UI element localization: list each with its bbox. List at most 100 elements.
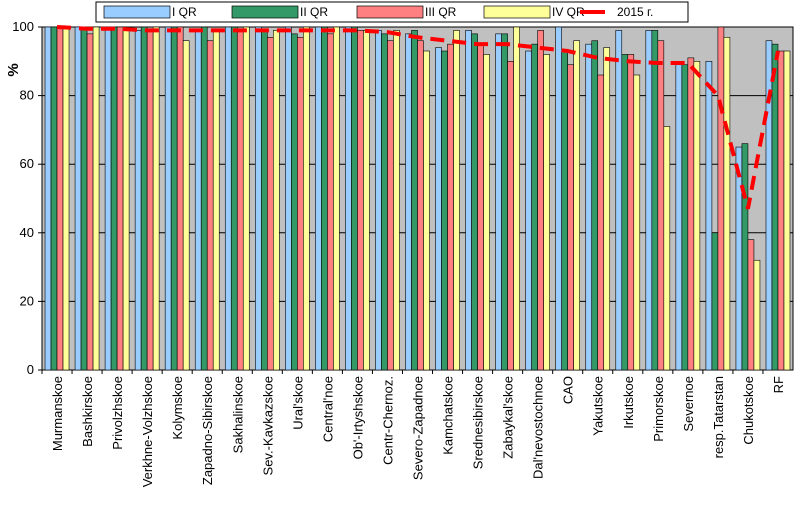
legend: I QR II QR III QR IV QR 2015 г. — [95, 1, 689, 23]
bar — [212, 30, 220, 371]
bar — [447, 43, 454, 371]
bar — [182, 40, 190, 371]
bar — [687, 57, 695, 371]
x-category-label: Murmanskoe — [50, 376, 65, 451]
bar — [387, 40, 394, 371]
x-category-label: Sakhalinskoe — [230, 376, 245, 453]
bar — [393, 30, 400, 371]
bar — [176, 26, 184, 371]
bar — [266, 36, 274, 371]
bar — [405, 33, 412, 371]
bar — [86, 33, 94, 371]
x-category-label: RF — [771, 376, 786, 393]
bar — [236, 30, 244, 371]
bar — [297, 36, 304, 371]
bar — [62, 26, 70, 371]
bar — [303, 26, 310, 371]
bar — [146, 30, 154, 371]
bar — [441, 50, 448, 371]
bar — [333, 26, 340, 371]
x-category-label: Central'noe — [320, 376, 335, 442]
bar — [783, 50, 791, 371]
bar — [74, 26, 82, 371]
x-category-label: Ob'-Irtyshskoe — [350, 376, 365, 459]
x-category-label: Primorskoe — [651, 376, 666, 442]
bar — [741, 143, 749, 371]
legend-swatch — [356, 5, 424, 19]
bar — [543, 54, 550, 371]
x-category-label: resp.Tatarstan — [711, 376, 726, 458]
bar — [80, 26, 88, 371]
bar — [501, 33, 508, 371]
y-tick-label: 20 — [20, 293, 34, 308]
x-category-label: Sev.-Kavkazskoe — [260, 376, 275, 475]
bar — [663, 126, 671, 371]
bar — [164, 26, 172, 371]
legend-swatch — [483, 5, 551, 19]
y-tick-label: 80 — [20, 88, 34, 103]
x-category-label: Privolzhskoe — [110, 376, 125, 450]
bar — [645, 30, 653, 371]
bar — [693, 60, 701, 371]
bar — [423, 50, 430, 371]
bar — [272, 30, 280, 371]
bar — [717, 26, 725, 371]
bar — [453, 30, 460, 371]
bar — [357, 30, 364, 371]
x-category-label: Dal'nevostochnoe — [531, 376, 546, 479]
bar — [513, 26, 520, 371]
y-tick-label: 60 — [20, 156, 34, 171]
bar — [140, 26, 148, 371]
bar — [122, 30, 130, 371]
bar — [465, 30, 472, 371]
bar — [363, 30, 370, 371]
x-category-label: Kolymskoe — [170, 376, 185, 440]
bar — [50, 26, 58, 371]
bar — [170, 26, 178, 371]
bar — [591, 40, 599, 371]
bar — [291, 33, 298, 371]
bar — [435, 47, 442, 371]
x-category-label: CAO — [561, 376, 576, 404]
legend-swatch — [231, 5, 299, 19]
legend-label: 2015 г. — [617, 5, 653, 19]
bar — [110, 26, 118, 371]
legend-label: I QR — [172, 5, 197, 19]
x-category-label: Centr-Chernoz. — [380, 376, 395, 465]
bar — [345, 26, 352, 371]
bar — [411, 30, 418, 371]
bar — [753, 259, 761, 371]
bar — [573, 40, 581, 371]
bar — [597, 74, 605, 371]
y-tick-label: 0 — [27, 362, 34, 377]
bar — [615, 30, 623, 371]
bar — [531, 43, 538, 371]
bar — [417, 40, 424, 371]
bar — [242, 26, 250, 371]
bar — [230, 26, 238, 371]
bar — [206, 40, 214, 371]
bar — [56, 26, 64, 371]
bar — [675, 64, 683, 371]
bar — [327, 33, 334, 371]
x-category-label: Srednesibirskoe — [471, 376, 486, 469]
x-category-label: Ural'skoe — [290, 376, 305, 430]
x-category-label: Severnoe — [681, 376, 696, 432]
legend-swatch — [103, 5, 171, 19]
x-category-label: Zabaykal'skoe — [501, 376, 516, 459]
legend-label: II QR — [300, 5, 328, 19]
bar — [495, 33, 502, 371]
bar — [134, 30, 142, 371]
bar — [525, 50, 532, 371]
bar — [471, 33, 478, 371]
bar — [104, 26, 112, 371]
bar — [561, 50, 569, 371]
bar — [567, 64, 575, 371]
bar — [260, 30, 268, 371]
bar — [771, 43, 779, 371]
x-category-label: Verkhne-Volzhskoe — [140, 376, 155, 487]
bar — [483, 54, 490, 371]
bar — [477, 43, 484, 371]
